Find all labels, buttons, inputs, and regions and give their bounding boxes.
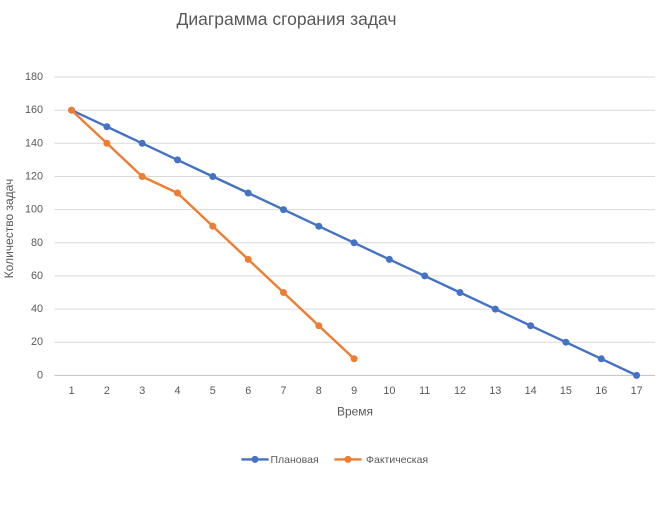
svg-text:160: 160 — [25, 104, 43, 116]
svg-text:7: 7 — [280, 385, 286, 397]
svg-text:Время: Время — [337, 404, 373, 418]
svg-text:100: 100 — [25, 204, 43, 216]
svg-text:6: 6 — [245, 385, 251, 397]
svg-text:3: 3 — [139, 385, 145, 397]
svg-text:40: 40 — [31, 303, 43, 315]
svg-text:12: 12 — [454, 385, 466, 397]
svg-text:80: 80 — [31, 237, 43, 249]
svg-text:8: 8 — [316, 385, 322, 397]
svg-text:17: 17 — [631, 385, 643, 397]
svg-text:120: 120 — [25, 171, 43, 183]
svg-text:Диаграмма сгорания задач: Диаграмма сгорания задач — [176, 9, 396, 29]
svg-text:2: 2 — [104, 385, 110, 397]
svg-text:Плановая: Плановая — [271, 454, 319, 466]
svg-text:140: 140 — [25, 137, 43, 149]
svg-text:14: 14 — [525, 385, 537, 397]
svg-text:0: 0 — [37, 369, 43, 381]
svg-text:180: 180 — [25, 71, 43, 83]
svg-text:15: 15 — [560, 385, 572, 397]
svg-text:4: 4 — [174, 385, 180, 397]
svg-text:60: 60 — [31, 270, 43, 282]
svg-text:9: 9 — [351, 385, 357, 397]
svg-text:10: 10 — [383, 385, 395, 397]
svg-text:20: 20 — [31, 336, 43, 348]
svg-text:1: 1 — [69, 385, 75, 397]
svg-text:11: 11 — [419, 385, 430, 397]
svg-text:Количество задач: Количество задач — [2, 179, 16, 279]
svg-text:Фактическая: Фактическая — [366, 454, 428, 466]
svg-text:16: 16 — [595, 385, 607, 397]
svg-text:5: 5 — [210, 385, 216, 397]
svg-text:13: 13 — [489, 385, 501, 397]
